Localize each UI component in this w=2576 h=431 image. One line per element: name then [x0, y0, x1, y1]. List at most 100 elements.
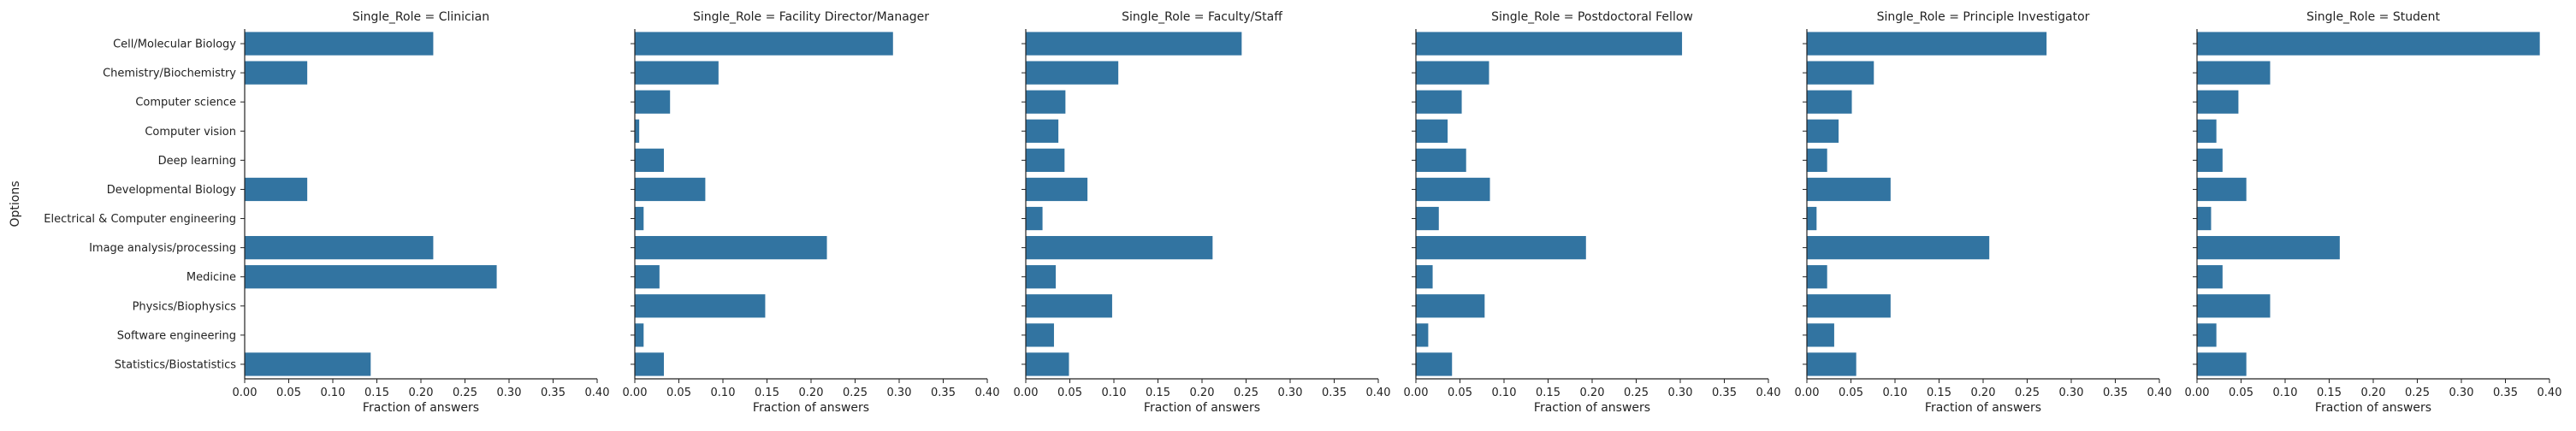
bar-2-10 [1026, 323, 1054, 347]
bar-4-2 [1807, 90, 1852, 114]
bar-1-5 [635, 177, 706, 202]
x-tick-label-0-2: 0.10 [321, 387, 346, 399]
bar-0-1 [245, 61, 308, 85]
x-tick-label-1-8: 0.40 [975, 387, 1000, 399]
category-label-8: Medicine [187, 271, 236, 284]
bar-2-2 [1026, 90, 1066, 114]
bar-2-1 [1026, 61, 1119, 85]
category-label-6: Electrical & Computer engineering [44, 213, 236, 226]
x-tick-label-0-8: 0.40 [585, 387, 610, 399]
bar-2-11 [1026, 352, 1069, 376]
bar-5-3 [2197, 119, 2217, 143]
bar-5-1 [2197, 61, 2271, 85]
bar-4-5 [1807, 177, 1891, 202]
x-tick-label-4-0: 0.00 [1795, 387, 1820, 399]
bar-2-9 [1026, 294, 1112, 318]
bar-3-5 [1416, 177, 1490, 202]
bar-4-6 [1807, 206, 1817, 231]
bar-1-11 [635, 352, 664, 376]
x-axis-label-3: Fraction of answers [1534, 401, 1650, 415]
facet-title-4: Single_Role = Principle Investigator [1877, 10, 2090, 24]
bar-1-2 [635, 90, 671, 114]
x-tick-label-4-1: 0.05 [1839, 387, 1863, 399]
x-tick-label-0-6: 0.30 [497, 387, 522, 399]
bar-1-9 [635, 294, 766, 318]
bar-2-7 [1026, 235, 1213, 260]
bar-3-6 [1416, 206, 1439, 231]
bar-5-2 [2197, 90, 2239, 114]
x-axis-label-4: Fraction of answers [1925, 401, 2041, 415]
bar-5-9 [2197, 294, 2271, 318]
bar-2-6 [1026, 206, 1043, 231]
bar-0-0 [245, 32, 434, 56]
bar-4-0 [1807, 32, 2047, 56]
x-axis-label-2: Fraction of answers [1144, 401, 1260, 415]
bar-1-4 [635, 148, 664, 173]
x-tick-label-1-3: 0.15 [755, 387, 779, 399]
facet-title-0: Single_Role = Clinician [352, 10, 489, 24]
x-tick-label-0-0: 0.00 [233, 387, 258, 399]
x-tick-label-1-7: 0.35 [931, 387, 956, 399]
bar-3-7 [1416, 235, 1586, 260]
bar-5-6 [2197, 206, 2212, 231]
x-tick-label-1-2: 0.10 [711, 387, 736, 399]
x-tick-label-2-0: 0.00 [1014, 387, 1039, 399]
facet-title-5: Single_Role = Student [2307, 10, 2440, 24]
facet-title-3: Single_Role = Postdoctoral Fellow [1491, 10, 1693, 24]
bar-3-4 [1416, 148, 1466, 173]
bar-2-5 [1026, 177, 1088, 202]
x-tick-label-1-4: 0.20 [799, 387, 824, 399]
x-axis-label-5: Fraction of answers [2315, 401, 2431, 415]
x-axis-label-1: Fraction of answers [753, 401, 869, 415]
bar-1-8 [635, 265, 660, 289]
bar-3-0 [1416, 32, 1683, 56]
bar-2-4 [1026, 148, 1065, 173]
x-tick-label-4-3: 0.15 [1927, 387, 1951, 399]
x-tick-label-2-5: 0.25 [1234, 387, 1258, 399]
x-tick-label-4-2: 0.10 [1883, 387, 1908, 399]
x-tick-label-5-8: 0.40 [2538, 387, 2562, 399]
bar-0-8 [245, 265, 497, 289]
bar-5-7 [2197, 235, 2340, 260]
x-tick-label-4-7: 0.35 [2103, 387, 2128, 399]
bar-3-11 [1416, 352, 1453, 376]
x-tick-label-0-4: 0.20 [409, 387, 434, 399]
x-tick-label-0-3: 0.15 [364, 387, 389, 399]
x-tick-label-3-2: 0.10 [1492, 387, 1517, 399]
x-tick-label-2-7: 0.35 [1322, 387, 1347, 399]
x-tick-label-5-6: 0.30 [2449, 387, 2474, 399]
x-tick-label-3-6: 0.30 [1668, 387, 1693, 399]
x-tick-label-5-4: 0.20 [2361, 387, 2386, 399]
x-tick-label-1-5: 0.25 [843, 387, 868, 399]
x-tick-label-5-1: 0.05 [2229, 387, 2253, 399]
x-tick-label-3-7: 0.35 [1712, 387, 1737, 399]
x-tick-label-5-0: 0.00 [2185, 387, 2210, 399]
x-tick-label-3-8: 0.40 [1756, 387, 1781, 399]
x-tick-label-5-7: 0.35 [2493, 387, 2518, 399]
x-tick-label-5-5: 0.25 [2405, 387, 2430, 399]
category-label-4: Deep learning [158, 155, 236, 168]
x-tick-label-4-8: 0.40 [2147, 387, 2172, 399]
x-tick-label-4-4: 0.20 [1971, 387, 1996, 399]
bar-3-1 [1416, 61, 1489, 85]
x-tick-label-2-3: 0.15 [1146, 387, 1170, 399]
x-tick-label-2-1: 0.05 [1057, 387, 1082, 399]
bar-5-11 [2197, 352, 2247, 376]
y-axis-label: Options [9, 180, 22, 227]
bar-1-7 [635, 235, 827, 260]
x-tick-label-3-0: 0.00 [1404, 387, 1429, 399]
bar-4-8 [1807, 265, 1827, 289]
bar-4-9 [1807, 294, 1891, 318]
bar-4-1 [1807, 61, 1874, 85]
bar-4-4 [1807, 148, 1827, 173]
x-axis-label-0: Fraction of answers [363, 401, 479, 415]
category-label-5: Developmental Biology [107, 184, 237, 197]
bar-2-8 [1026, 265, 1057, 289]
bar-3-3 [1416, 119, 1448, 143]
category-label-1: Chemistry/Biochemistry [103, 68, 236, 80]
x-tick-label-2-8: 0.40 [1366, 387, 1391, 399]
bar-0-11 [245, 352, 371, 376]
bar-3-8 [1416, 265, 1433, 289]
bar-5-0 [2197, 32, 2540, 56]
x-tick-label-0-7: 0.35 [541, 387, 566, 399]
